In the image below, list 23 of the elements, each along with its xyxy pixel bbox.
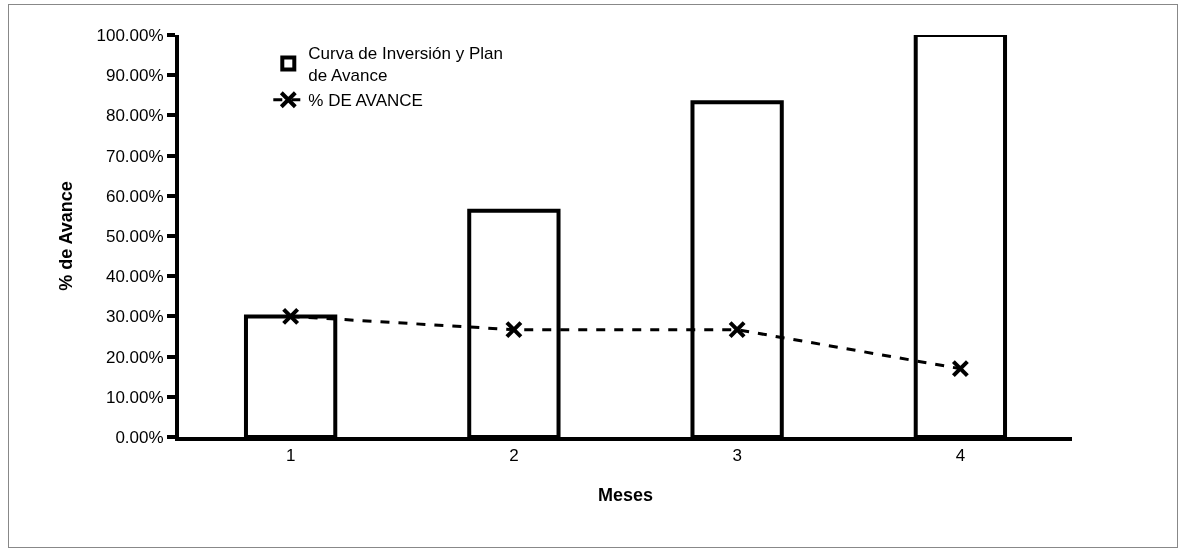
legend-label: Curva de Inversión y Plan de Avance <box>308 44 503 86</box>
point <box>281 307 300 326</box>
y-tick-label: 60.00% <box>105 186 164 206</box>
y-tick-label: 40.00% <box>105 267 164 287</box>
x-tick-label: 4 <box>955 446 966 466</box>
point <box>504 320 523 339</box>
y-tick-label: 50.00% <box>105 226 164 246</box>
y-tick-label: 80.00% <box>105 106 164 126</box>
y-tick-label: 20.00% <box>105 347 164 367</box>
y-tick-label: 70.00% <box>105 146 164 166</box>
legend-label: % DE AVANCE <box>308 91 423 111</box>
point <box>728 320 747 339</box>
x-tick-label: 3 <box>732 446 742 466</box>
y-axis-title: % de Avance <box>56 181 77 291</box>
y-tick-label: 0.00% <box>115 427 164 447</box>
y-tick-label: 100.00% <box>96 25 164 45</box>
y-tick-label: 90.00% <box>105 66 164 86</box>
point <box>951 359 970 378</box>
x-tick-label: 2 <box>509 446 519 466</box>
x-tick-label: 1 <box>285 446 296 466</box>
y-tick-label: 30.00% <box>105 307 164 327</box>
x-axis-title: Meses <box>597 485 654 505</box>
y-tick-label: 10.00% <box>105 387 164 407</box>
